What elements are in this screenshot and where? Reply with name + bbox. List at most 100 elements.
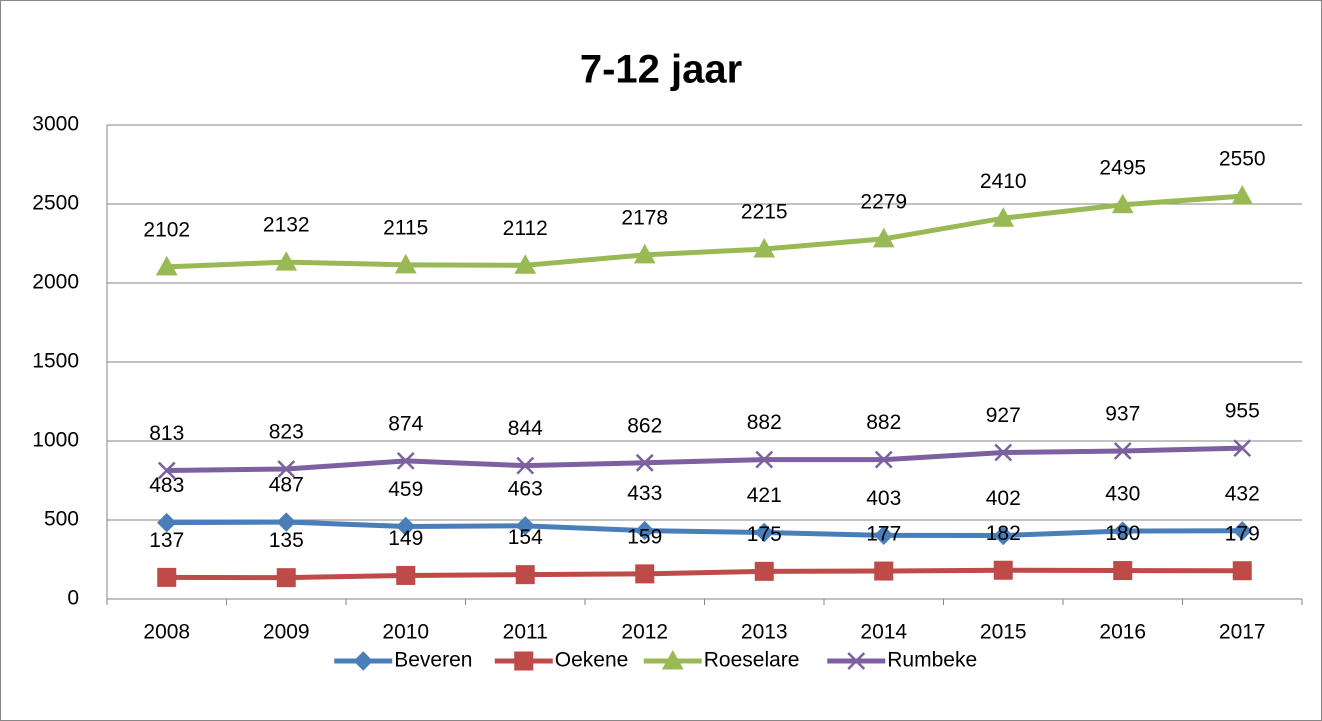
data-label: 180 — [1105, 522, 1140, 545]
y-tick-label: 1500 — [32, 350, 79, 373]
x-tick-label: 2009 — [263, 621, 310, 644]
data-label: 2132 — [263, 214, 310, 237]
data-point — [993, 525, 1013, 546]
legend-label: Rumbeke — [887, 649, 977, 672]
data-point — [394, 253, 417, 274]
legend-label: Roeselare — [704, 649, 800, 672]
data-label: 2112 — [503, 217, 548, 240]
data-point — [157, 461, 176, 480]
x-tick-label: 2015 — [980, 621, 1027, 644]
legend-marker — [514, 651, 534, 671]
data-point — [994, 443, 1013, 462]
data-point — [872, 227, 895, 248]
y-tick-label: 1000 — [32, 429, 79, 452]
data-label: 2178 — [621, 206, 668, 229]
data-point — [993, 560, 1013, 580]
data-point — [635, 564, 655, 584]
data-label: 421 — [747, 484, 782, 507]
data-label: 182 — [986, 522, 1021, 545]
chart-title: 7-12 jaar — [580, 48, 742, 92]
data-label: 874 — [388, 412, 423, 435]
x-tick-label: 2008 — [143, 621, 190, 644]
x-tick-label: 2014 — [860, 621, 907, 644]
data-point — [396, 516, 416, 537]
data-point — [874, 561, 894, 581]
x-tick-label: 2011 — [503, 621, 548, 644]
data-label: 433 — [627, 482, 662, 505]
data-label: 823 — [269, 421, 304, 444]
y-tick-label: 2500 — [32, 192, 79, 215]
data-label: 937 — [1105, 403, 1140, 426]
x-tick-label: 2017 — [1219, 621, 1266, 644]
data-label: 2410 — [980, 170, 1027, 193]
data-label: 483 — [149, 474, 184, 497]
data-label: 2102 — [143, 218, 190, 241]
data-label: 844 — [508, 417, 543, 440]
x-tick-label: 2010 — [382, 621, 429, 644]
y-tick-label: 0 — [67, 587, 79, 610]
data-point — [635, 453, 654, 472]
data-label: 2279 — [860, 190, 907, 213]
x-tick-label: 2016 — [1099, 621, 1146, 644]
data-point — [155, 255, 178, 276]
series-line — [166, 567, 1243, 581]
data-label: 403 — [866, 487, 901, 510]
data-point — [1113, 561, 1133, 581]
x-tick-label: 2013 — [741, 621, 788, 644]
data-label: 135 — [269, 529, 304, 552]
data-label: 137 — [149, 529, 184, 552]
y-tick-label: 3000 — [32, 113, 79, 136]
data-point — [396, 452, 415, 470]
data-point — [755, 450, 774, 469]
data-point — [1231, 185, 1254, 205]
data-label: 882 — [866, 411, 901, 434]
data-label: 175 — [747, 523, 782, 546]
data-label: 402 — [986, 487, 1021, 510]
data-point — [754, 561, 774, 581]
data-point — [157, 512, 177, 533]
data-point — [1232, 521, 1252, 541]
x-tick-label: 2012 — [621, 621, 668, 644]
data-point — [753, 238, 776, 258]
data-point — [157, 567, 177, 587]
data-label: 2495 — [1099, 156, 1146, 179]
data-point — [633, 243, 656, 264]
data-label: 882 — [747, 411, 782, 434]
data-point — [874, 525, 894, 546]
y-tick-label: 500 — [44, 508, 79, 531]
data-point — [1233, 439, 1252, 457]
data-label: 432 — [1225, 482, 1260, 505]
data-label: 2550 — [1219, 148, 1266, 171]
data-label: 487 — [269, 474, 304, 497]
data-point — [874, 450, 893, 469]
legend-marker — [847, 652, 866, 670]
data-point — [516, 456, 535, 475]
data-label: 459 — [388, 478, 423, 501]
data-point — [1111, 193, 1134, 214]
series-line — [166, 193, 1243, 270]
data-label: 955 — [1225, 400, 1260, 423]
data-label: 154 — [508, 526, 543, 549]
data-point — [276, 568, 296, 588]
data-label: 2215 — [741, 201, 788, 224]
data-point — [515, 565, 535, 585]
data-point — [992, 207, 1015, 227]
data-label: 463 — [508, 477, 543, 500]
data-point — [754, 522, 774, 543]
y-tick-label: 2000 — [32, 271, 79, 294]
data-point — [635, 520, 655, 541]
series-line — [166, 519, 1243, 538]
data-label: 2115 — [383, 216, 428, 239]
data-label: 149 — [388, 527, 423, 550]
legend-label: Oekene — [555, 649, 629, 672]
data-label: 177 — [866, 523, 901, 546]
data-label: 927 — [986, 404, 1021, 427]
legend-marker — [353, 651, 373, 671]
data-point — [1232, 561, 1252, 581]
data-point — [514, 254, 537, 274]
data-point — [275, 251, 298, 271]
data-label: 179 — [1225, 522, 1260, 545]
data-point — [277, 460, 296, 478]
